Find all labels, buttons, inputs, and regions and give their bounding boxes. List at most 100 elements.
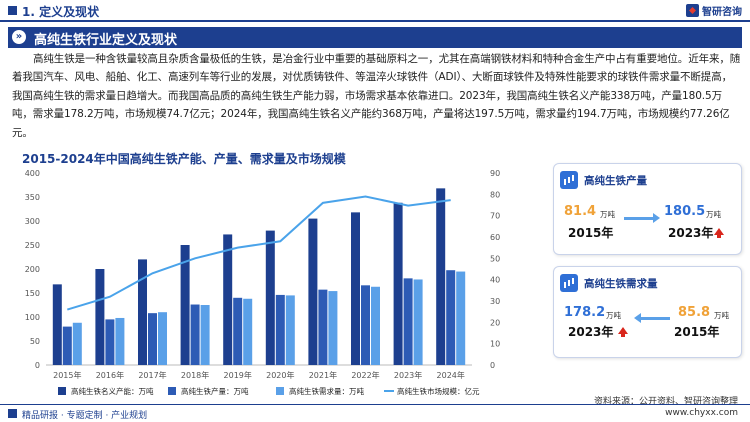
up-arrow-icon bbox=[714, 228, 724, 238]
y-left-tick-label: 150 bbox=[25, 289, 40, 298]
bar-3-10 bbox=[456, 271, 466, 365]
bar-1-7 bbox=[308, 218, 318, 365]
bar-2-7 bbox=[318, 289, 328, 365]
demand-card-label: 高纯生铁需求量 bbox=[584, 277, 658, 290]
section-label: 1. 定义及现状 bbox=[22, 5, 100, 19]
bar-2-1 bbox=[62, 326, 72, 365]
demand-new-year: 2023年 bbox=[568, 325, 614, 339]
bar-3-7 bbox=[328, 291, 338, 365]
x-tick-label: 2017年 bbox=[138, 370, 166, 380]
chart-title: 2015-2024年中国高纯生铁产能、产量、需求量及市场规模 bbox=[22, 152, 346, 166]
bar-3-3 bbox=[158, 312, 167, 365]
footer: 精品研报 · 专题定制 · 产业规划 www.chyxx.com bbox=[0, 404, 750, 422]
y-right-tick-label: 70 bbox=[490, 212, 500, 221]
y-left-tick-label: 250 bbox=[25, 241, 40, 250]
chevron-double-right-icon: » bbox=[12, 30, 26, 44]
legend-label-3: 高纯生铁需求量：万吨 bbox=[289, 386, 364, 396]
production-old-year: 2015年 bbox=[568, 226, 614, 240]
legend-label-4: 高纯生铁市场规模：亿元 bbox=[397, 386, 480, 396]
demand-new-value: 178.2 bbox=[564, 305, 606, 320]
demand-new-unit: 万吨 bbox=[606, 311, 621, 320]
bar-2-10 bbox=[446, 270, 456, 365]
title-bar: » 高纯生铁行业定义及现状 bbox=[8, 27, 742, 48]
brand: 智研咨询 bbox=[686, 2, 742, 18]
bar-2-4 bbox=[190, 304, 200, 365]
y-right-tick-label: 0 bbox=[490, 361, 495, 370]
production-new-value: 180.5 bbox=[664, 204, 706, 219]
up-arrow-icon bbox=[618, 327, 628, 337]
y-right-tick-label: 20 bbox=[490, 318, 500, 327]
x-tick-label: 2024年 bbox=[437, 370, 465, 380]
y-right-tick-label: 80 bbox=[490, 190, 500, 199]
bar-3-4 bbox=[200, 305, 210, 365]
bar-3-1 bbox=[72, 322, 82, 365]
y-right-tick-label: 50 bbox=[490, 254, 500, 263]
intro-paragraph: 高纯生铁是一种含铁量较高且杂质含量极低的生铁，是冶金行业中重要的基础原料之一，尤… bbox=[12, 53, 741, 139]
x-tick-label: 2023年 bbox=[394, 370, 422, 380]
bar-2-6 bbox=[275, 294, 285, 365]
y-right-tick-label: 40 bbox=[490, 276, 500, 285]
y-left-tick-label: 100 bbox=[25, 313, 40, 322]
footer-website: www.chyxx.com bbox=[665, 408, 738, 418]
y-left-tick-label: 200 bbox=[25, 265, 40, 274]
y-right-tick-label: 10 bbox=[490, 340, 500, 349]
bar-1-3 bbox=[138, 259, 147, 365]
legend-swatch-1 bbox=[58, 387, 66, 395]
bar-3-5 bbox=[243, 298, 253, 365]
bar-line-chart: 0 50 100 150 200 250 300 350 400 0 10 20 30 40 50 60 70 8… bbox=[25, 169, 500, 396]
bar-3-8 bbox=[371, 286, 380, 365]
production-new-year: 2023年 bbox=[668, 226, 714, 240]
x-tick-label: 2021年 bbox=[309, 370, 337, 380]
bar-1-5 bbox=[223, 234, 233, 365]
demand-card-header: 高纯生铁需求量 bbox=[560, 273, 690, 293]
demand-card: 高纯生铁需求量 178.2 万吨 2023年 85.8 万吨 2015年 bbox=[553, 266, 742, 358]
arrow-right-icon bbox=[624, 213, 660, 223]
bar-1-9 bbox=[393, 202, 403, 365]
bar-3-9 bbox=[413, 279, 423, 365]
bar-chart-icon bbox=[560, 274, 578, 292]
y-left-tick-label: 300 bbox=[25, 217, 40, 226]
top-divider bbox=[0, 20, 750, 22]
y-right-tick-label: 60 bbox=[490, 233, 500, 242]
production-card: 高纯生铁产量 81.4 万吨 2015年 180.5 万吨 2023年 bbox=[553, 163, 742, 255]
y-right-tick-label: 30 bbox=[490, 297, 500, 306]
y-left-tick-label: 50 bbox=[30, 337, 40, 346]
y-right-tick-label: 90 bbox=[490, 169, 500, 178]
y-left-tick-label: 0 bbox=[35, 361, 40, 370]
bar-1-6 bbox=[265, 230, 275, 365]
x-tick-label: 2019年 bbox=[224, 370, 252, 380]
production-card-header: 高纯生铁产量 bbox=[560, 170, 690, 190]
x-tick-label: 2018年 bbox=[181, 370, 209, 380]
bar-1-1 bbox=[52, 284, 62, 365]
bar-2-5 bbox=[233, 297, 243, 365]
footer-marker-icon bbox=[8, 409, 17, 418]
footer-tagline: 精品研报 · 专题定制 · 产业规划 bbox=[22, 411, 148, 421]
bar-1-10 bbox=[436, 188, 446, 365]
bar-2-2 bbox=[105, 319, 115, 365]
bar-2-3 bbox=[148, 313, 157, 365]
x-tick-label: 2015年 bbox=[53, 370, 81, 380]
y-left-tick-label: 400 bbox=[25, 169, 40, 178]
bar-1-8 bbox=[351, 212, 360, 365]
x-tick-label: 2020年 bbox=[266, 370, 294, 380]
demand-old-year: 2015年 bbox=[674, 325, 720, 339]
legend-label-2: 高纯生铁产量：万吨 bbox=[181, 386, 249, 396]
production-card-label: 高纯生铁产量 bbox=[584, 174, 647, 187]
source-note: 资料来源：公开资料、智研咨询整理 bbox=[593, 397, 738, 407]
brand-name: 智研咨询 bbox=[702, 6, 742, 18]
bar-3-2 bbox=[115, 317, 125, 365]
section-marker-icon bbox=[8, 6, 17, 15]
demand-old-unit: 万吨 bbox=[714, 311, 729, 320]
bar-2-8 bbox=[361, 285, 370, 365]
x-tick-label: 2022年 bbox=[351, 370, 379, 380]
bar-1-2 bbox=[95, 269, 105, 365]
legend-label-1: 高纯生铁名义产能：万吨 bbox=[71, 386, 154, 396]
top-bar: 1. 定义及现状 智研咨询 bbox=[0, 0, 750, 22]
bar-3-6 bbox=[285, 295, 295, 365]
bar-2-9 bbox=[403, 278, 413, 365]
brand-logo-icon bbox=[686, 3, 699, 17]
footer-divider bbox=[0, 404, 750, 405]
demand-old-value: 85.8 bbox=[678, 305, 711, 320]
bar-1-4 bbox=[180, 245, 190, 365]
y-left-tick-label: 350 bbox=[25, 193, 40, 202]
